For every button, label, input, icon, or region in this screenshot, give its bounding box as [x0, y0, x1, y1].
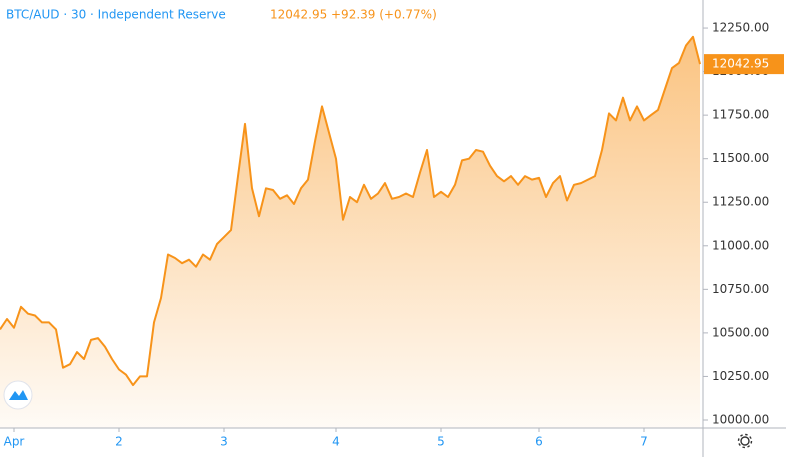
x-tick-label: 7: [640, 435, 648, 449]
x-axis: Apr 2 3 4 5 6 7: [4, 428, 648, 449]
x-tick-label: 2: [115, 435, 123, 449]
x-tick-label: Apr: [4, 435, 25, 449]
y-tick-label: 11000.00: [712, 238, 769, 252]
y-tick-label: 10750.00: [712, 282, 769, 296]
price: 12042.95: [270, 8, 327, 22]
x-tick-label: 5: [437, 435, 445, 449]
y-tick-label: 11500.00: [712, 151, 769, 165]
y-tick-label: 11750.00: [712, 108, 769, 122]
plot-area: [0, 35, 701, 429]
settings-icon[interactable]: [737, 433, 753, 449]
price-badge: [704, 54, 784, 75]
y-tick-label: 10000.00: [712, 412, 769, 426]
price-badge-label: 12042.95: [712, 57, 769, 71]
y-tick-label: 10500.00: [712, 325, 769, 339]
logo: [3, 380, 33, 410]
x-tick-label: 3: [220, 435, 228, 449]
x-tick-label: 6: [535, 435, 543, 449]
y-tick-label: 12250.00: [712, 21, 769, 35]
price-change: +92.39 (+0.77%): [331, 8, 437, 22]
y-axis: 10000.00 10250.00 10500.00 10750.00 11000.00…: [703, 21, 784, 426]
chart-title: BTC/AUD · 30 · Independent Reserve: [6, 8, 226, 22]
line: [0, 35, 701, 387]
area: [0, 36, 700, 429]
x-tick-label: 4: [332, 435, 340, 449]
y-tick-label: 10250.00: [712, 369, 769, 383]
y-tick-label: 11250.00: [712, 195, 769, 209]
